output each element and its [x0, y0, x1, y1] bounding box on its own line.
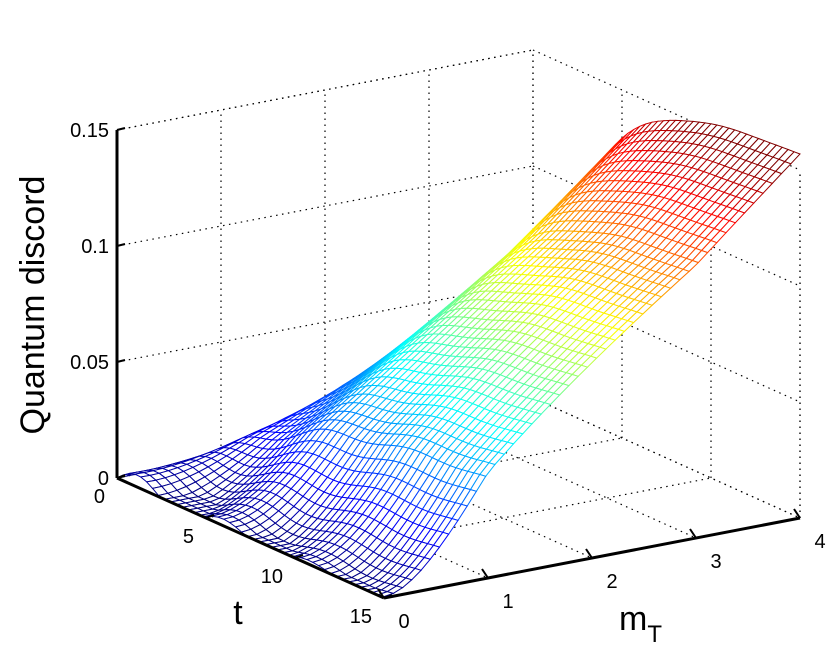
- t-tick: [205, 514, 215, 519]
- t-axis-line: [116, 476, 385, 600]
- t-tick: [294, 554, 304, 559]
- z-axis-title: Quantum discord: [14, 176, 52, 435]
- m-axis-title-main: m: [619, 600, 647, 638]
- m-tick: [377, 588, 385, 599]
- grid-line: [532, 397, 801, 519]
- m-tick-label-1: 1: [502, 591, 513, 613]
- m-tick: [689, 528, 697, 539]
- grid-line: [532, 49, 801, 171]
- t-tick-label-0: 0: [94, 486, 105, 508]
- m-axis-title-subscript: T: [647, 621, 662, 648]
- surface-mesh: [116, 119, 801, 598]
- m-tick: [481, 568, 489, 579]
- m-tick-label-4: 4: [814, 531, 825, 553]
- m-tick-label-0: 0: [398, 611, 409, 633]
- z-tick: [116, 127, 126, 131]
- t-tick: [116, 474, 126, 479]
- m-axis-title: mT: [619, 600, 662, 648]
- z-tick-label-0.15: 0.15: [70, 120, 109, 142]
- m-tick: [793, 508, 801, 519]
- m-tick-label-2: 2: [606, 571, 617, 593]
- axes: [115, 127, 801, 600]
- t-tick: [383, 594, 393, 599]
- z-tick: [116, 359, 126, 363]
- t-tick-label-5: 5: [183, 526, 194, 548]
- t-axis-title: t: [233, 594, 243, 632]
- z-tick-label-0.1: 0.1: [81, 236, 109, 258]
- z-tick-label-0: 0: [98, 468, 109, 490]
- t-tick-label-15: 15: [350, 606, 372, 628]
- grid-line: [532, 397, 801, 519]
- m-tick-label-3: 3: [710, 551, 721, 573]
- t-tick-label-10: 10: [261, 566, 283, 588]
- z-tick: [116, 243, 126, 247]
- m-tick: [585, 548, 593, 559]
- z-tick-label-0.05: 0.05: [70, 352, 109, 374]
